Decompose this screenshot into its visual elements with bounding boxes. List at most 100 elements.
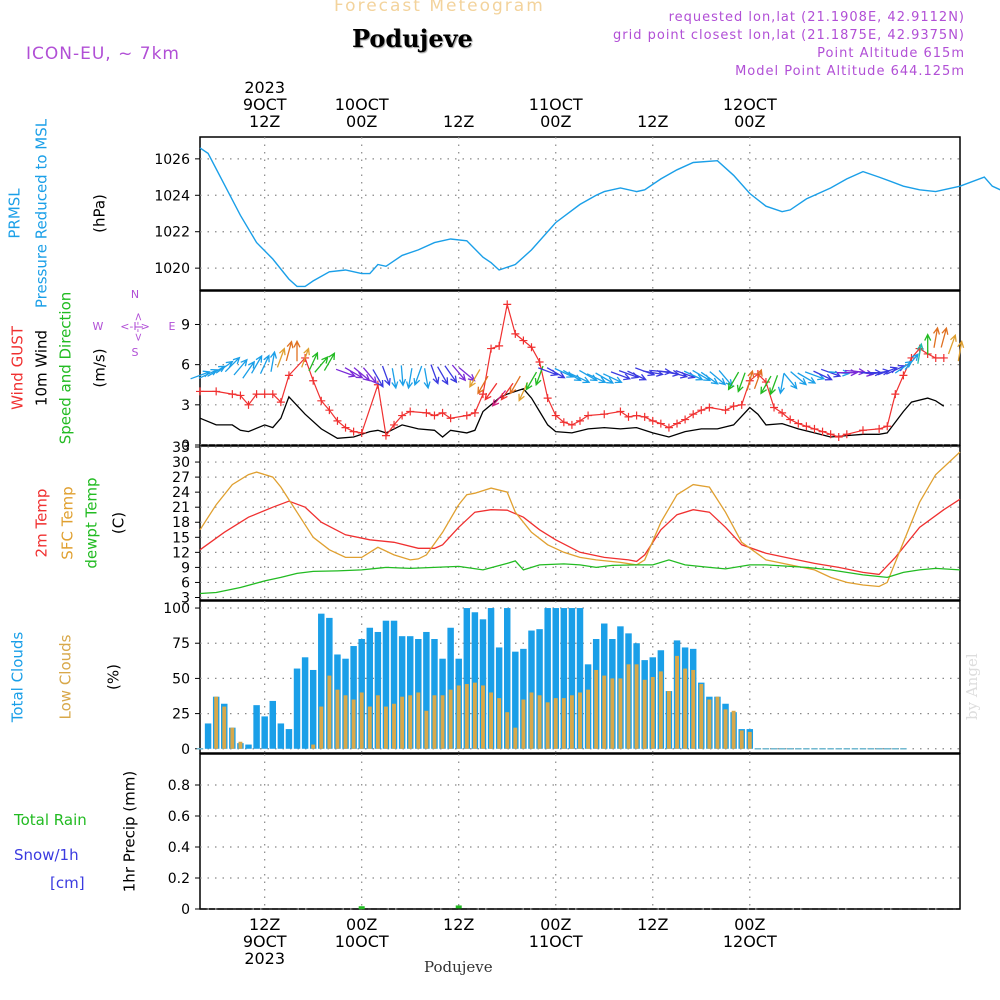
- gust-marker: [802, 422, 811, 431]
- series-wind-10m: [199, 388, 945, 439]
- gust-marker: [640, 412, 649, 421]
- ytick-wind-3: 9: [181, 317, 190, 333]
- gust-marker: [576, 416, 584, 425]
- bar-total-clouds: [366, 627, 374, 749]
- panel-frame-temperature: [199, 445, 961, 601]
- bar-low-clouds: [214, 696, 219, 749]
- bar-rain: [358, 906, 365, 910]
- wind-direction-arrow: [381, 365, 391, 387]
- bar-total-clouds: [269, 700, 276, 749]
- wind-direction-arrow: [430, 364, 440, 385]
- wind-direction-arrow: [753, 368, 763, 390]
- wind-direction-arrow: [372, 369, 384, 388]
- wind-direction-arrow: [323, 352, 336, 371]
- wind-direction-arrow: [423, 368, 431, 390]
- panel-label-wind-0: Wind GUST: [9, 325, 27, 410]
- bar-total-clouds: [528, 630, 535, 749]
- bar-low-clouds: [489, 692, 494, 749]
- wind-direction-arrow: [491, 390, 507, 407]
- ytick-temperature-3: 12: [172, 545, 190, 561]
- gust-marker: [794, 419, 803, 428]
- wind-direction-arrow: [940, 326, 949, 348]
- bar-total-clouds: [374, 631, 382, 749]
- gust-marker: [689, 410, 698, 419]
- top-time-label-5-1: 00Z: [734, 112, 765, 131]
- ytick-clouds-1: 25: [172, 707, 190, 723]
- top-time-label-0-0: 2023: [244, 78, 285, 97]
- precip-label-snow: Snow/1h: [14, 846, 79, 864]
- bar-total-clouds: [253, 705, 260, 749]
- wind-direction-arrow: [797, 372, 817, 384]
- bar-low-clouds: [464, 684, 469, 749]
- gust-marker: [616, 407, 625, 416]
- ytick-precip-0: 0: [181, 902, 190, 918]
- ytick-clouds-0: 0: [181, 742, 190, 758]
- gust-marker: [858, 426, 867, 435]
- gust-marker: [236, 391, 245, 400]
- bar-low-clouds: [739, 730, 744, 749]
- ytick-pressure-1: 1022: [154, 225, 190, 241]
- bottom-time-label-0-2: 2023: [244, 949, 285, 968]
- bar-low-clouds: [747, 731, 752, 749]
- gust-marker: [422, 408, 431, 417]
- top-time-label-1-0: 10OCT: [335, 95, 389, 114]
- gust-marker: [260, 390, 269, 399]
- bar-low-clouds: [400, 696, 405, 749]
- wind-direction-arrow: [391, 368, 399, 390]
- panel-label-wind-3: (m/s): [91, 348, 109, 387]
- ytick-temperature-5: 18: [172, 515, 190, 531]
- bar-low-clouds: [569, 695, 574, 749]
- bar-low-clouds: [481, 685, 485, 749]
- ytick-temperature-9: 30: [172, 455, 190, 471]
- wind-direction-arrow: [224, 356, 241, 373]
- top-time-label-3-0: 11OCT: [529, 95, 583, 114]
- wind-direction-arrow: [709, 371, 727, 386]
- gust-marker: [341, 423, 350, 432]
- wind-direction-arrow: [215, 360, 234, 374]
- bar-total-clouds: [568, 608, 576, 749]
- panel-label-pressure-1: Pressure Reduced to MSL: [33, 118, 51, 308]
- gust-marker: [446, 414, 455, 423]
- point-altitude: Point Altitude 615m: [817, 46, 965, 61]
- panel-label-clouds-1: Low Clouds: [57, 634, 75, 719]
- bar-low-clouds: [731, 710, 736, 749]
- wind-direction-arrow: [916, 342, 924, 364]
- wind-direction-arrow: [610, 371, 632, 381]
- gust-marker: [268, 390, 277, 399]
- model-point-altitude: Model Point Altitude 644.125m: [735, 64, 965, 79]
- wind-direction-arrow: [413, 365, 423, 387]
- bar-low-clouds: [513, 727, 518, 749]
- top-time-label-4-0: 12Z: [637, 112, 668, 131]
- gust-marker: [673, 419, 682, 428]
- panel-label-wind-2: Speed and Direction: [57, 292, 75, 445]
- wind-direction-arrow: [285, 340, 294, 362]
- bar-low-clouds: [658, 671, 663, 749]
- gust-marker: [899, 371, 908, 380]
- precip-label-rain: Total Rain: [13, 811, 87, 829]
- gust-marker: [430, 411, 439, 420]
- gust-marker: [276, 398, 285, 407]
- bar-low-clouds: [424, 710, 429, 749]
- wind-direction-arrow: [344, 367, 364, 379]
- wind-direction-arrow: [233, 358, 248, 376]
- bar-low-clouds: [440, 695, 445, 749]
- wind-direction-arrow: [718, 369, 733, 387]
- ytick-temperature-0: 3: [181, 590, 190, 606]
- bar-low-clouds: [497, 698, 502, 749]
- wind-direction-arrow: [947, 333, 957, 355]
- wind-direction-arrow: [353, 367, 371, 382]
- wind-direction-arrow: [570, 373, 591, 384]
- ytick-clouds-4: 100: [163, 601, 190, 617]
- bar-low-clouds: [351, 699, 356, 749]
- wind-direction-arrow: [777, 373, 785, 395]
- gust-marker: [891, 390, 900, 399]
- bar-low-clouds: [594, 669, 599, 749]
- wind-direction-arrow: [198, 368, 219, 379]
- gust-marker: [931, 353, 940, 362]
- gust-marker: [697, 406, 706, 415]
- bar-total-clouds: [406, 636, 414, 749]
- wind-direction-arrow: [469, 369, 481, 388]
- bar-total-clouds: [560, 608, 568, 749]
- bar-low-clouds: [238, 741, 243, 749]
- gust-marker: [317, 396, 326, 405]
